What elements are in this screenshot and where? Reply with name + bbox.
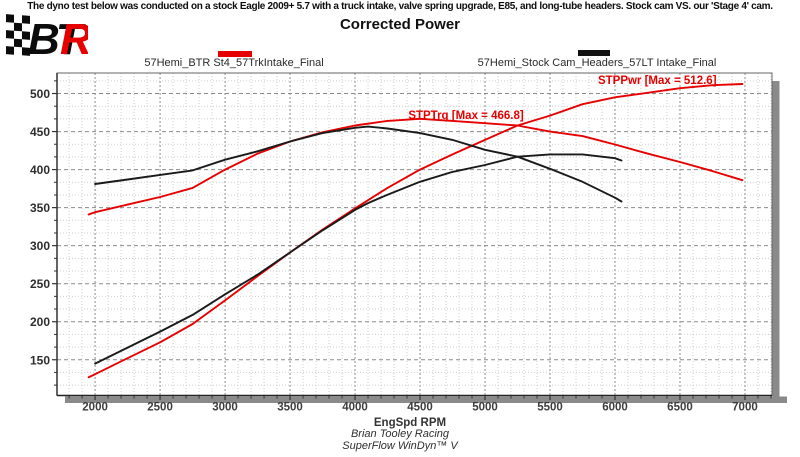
btr-logo: BT R <box>6 14 88 60</box>
x-tick-label: 2000 <box>82 402 108 414</box>
page-title: Corrected Power <box>339 16 461 33</box>
checkered-flag-icon <box>6 14 30 56</box>
legend-label-btr-cam: 57Hemi_BTR St4_57TrkIntake_Final <box>144 57 324 69</box>
annotation-label: STPTrq [Max = 466.8] <box>408 110 524 122</box>
y-tick-label: 450 <box>30 125 50 139</box>
legend-swatch-black <box>578 50 610 56</box>
x-axis-title: EngSpd RPM <box>374 417 446 429</box>
annotation-label: STPPwr [Max = 512.6] <box>598 75 717 87</box>
plot-shadow <box>65 81 787 403</box>
x-tick-label: 5500 <box>537 402 563 414</box>
plot-border <box>56 72 773 397</box>
footer-software: SuperFlow WinDyn™ V <box>342 440 458 452</box>
x-tick-label: 4000 <box>342 402 368 414</box>
y-tick-label: 400 <box>30 163 50 177</box>
y-tick-label: 300 <box>30 239 50 253</box>
x-tick-label: 6500 <box>667 402 693 414</box>
logo-letters-bt: BT <box>28 15 86 60</box>
x-tick-label: 7000 <box>732 402 758 414</box>
y-tick-label: 150 <box>30 353 50 367</box>
legend-label-stock-cam: 57Hemi_Stock Cam_Headers_57LT Intake_Fin… <box>477 57 717 69</box>
legend-swatch-red <box>218 51 252 57</box>
y-tick-label: 200 <box>30 315 50 329</box>
footer-brand: Brian Tooley Racing <box>350 428 450 440</box>
series-curve-1 <box>87 83 744 379</box>
y-tick-label: 250 <box>30 277 50 291</box>
banner-text: The dyno test below was conducted on a s… <box>27 1 773 12</box>
axis-ticks <box>52 80 772 400</box>
x-tick-label: 4500 <box>407 402 433 414</box>
x-tick-label: 3000 <box>212 402 238 414</box>
y-tick-label: 500 <box>30 87 50 101</box>
x-tick-label: 2500 <box>147 402 173 414</box>
gridlines <box>57 73 772 396</box>
series-curve-3 <box>94 153 623 365</box>
series-curve-2 <box>94 125 623 203</box>
axis-labels: 150 200 250 300 350 400 450 500 2000 2500 3000 3500… <box>30 87 758 429</box>
x-tick-label: 6000 <box>602 402 628 414</box>
x-tick-label: 5000 <box>472 402 498 414</box>
series-curve-0 <box>87 117 744 216</box>
x-tick-label: 3500 <box>277 402 303 414</box>
y-tick-label: 350 <box>30 201 50 215</box>
logo-letter-r: R <box>60 15 88 60</box>
